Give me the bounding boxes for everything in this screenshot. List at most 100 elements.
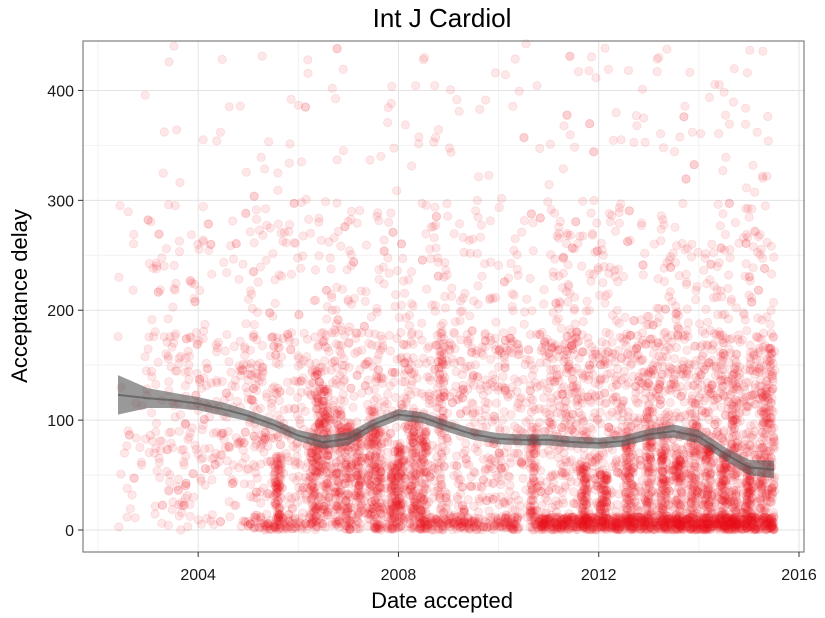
- scatter-point: [467, 326, 477, 336]
- scatter-point: [694, 392, 705, 402]
- scatter-point: [391, 392, 401, 403]
- scatter-point: [125, 504, 135, 514]
- scatter-point: [376, 442, 387, 452]
- scatter-point: [751, 354, 761, 364]
- scatter-point: [755, 346, 765, 356]
- scatter-point: [740, 315, 750, 325]
- scatter-point: [383, 433, 393, 443]
- scatter-point: [408, 448, 418, 459]
- scatter-point: [612, 305, 622, 315]
- scatter-point: [398, 499, 408, 509]
- scatter-point: [691, 372, 701, 383]
- scatter-point: [554, 303, 564, 313]
- scatter-point: [270, 388, 280, 398]
- scatter-point: [461, 454, 471, 464]
- scatter-point: [462, 336, 473, 346]
- scatter-point: [768, 297, 779, 307]
- scatter-point: [296, 157, 307, 167]
- scatter-point: [561, 457, 571, 467]
- scatter-point: [293, 351, 303, 361]
- scatter-point: [704, 502, 715, 513]
- scatter-point: [452, 461, 462, 471]
- scatter-point: [528, 422, 538, 432]
- scatter-point: [252, 335, 262, 345]
- scatter-point: [715, 221, 725, 231]
- scatter-point: [228, 254, 239, 264]
- scatter-point: [437, 449, 447, 460]
- scatter-point: [516, 227, 527, 237]
- scatter-point: [320, 365, 330, 375]
- scatter-point: [555, 344, 565, 354]
- scatter-point: [648, 320, 658, 330]
- scatter-point: [750, 369, 760, 380]
- scatter-point: [356, 286, 366, 296]
- scatter-point: [618, 408, 628, 418]
- scatter-point: [762, 312, 772, 322]
- scatter-point: [562, 230, 572, 241]
- scatter-point: [230, 382, 240, 392]
- scatter-point: [378, 504, 388, 514]
- scatter-point: [292, 443, 302, 453]
- scatter-point: [585, 480, 595, 490]
- scatter-point: [362, 357, 373, 367]
- scatter-point: [122, 483, 132, 493]
- scatter-point: [545, 352, 555, 362]
- scatter-point: [396, 352, 406, 362]
- scatter-point: [623, 469, 633, 479]
- scatter-point: [714, 129, 724, 139]
- scatter-point: [728, 97, 739, 107]
- scatter-point: [750, 399, 760, 409]
- scatter-point: [351, 460, 361, 470]
- scatter-point: [547, 393, 557, 403]
- scatter-point: [468, 380, 479, 390]
- scatter-point: [618, 271, 629, 282]
- scatter-point: [655, 395, 666, 405]
- scatter-point: [635, 486, 645, 496]
- scatter-point: [515, 457, 525, 467]
- scatter-point: [163, 314, 173, 324]
- scatter-point: [310, 371, 320, 381]
- scatter-point: [237, 365, 248, 375]
- scatter-point: [634, 448, 644, 458]
- scatter-point: [571, 420, 581, 430]
- scatter-point: [548, 471, 558, 481]
- scatter-point: [600, 43, 610, 53]
- scatter-point: [587, 230, 598, 240]
- scatter-point: [397, 377, 407, 387]
- scatter-point: [552, 408, 562, 418]
- scatter-point: [678, 198, 688, 209]
- scatter-point: [119, 448, 130, 458]
- scatter-point: [718, 338, 728, 348]
- scatter-point: [226, 367, 236, 377]
- scatter-point: [499, 277, 510, 287]
- scatter-point: [436, 332, 447, 342]
- scatter-point: [656, 499, 667, 509]
- scatter-point: [268, 249, 278, 259]
- scatter-point: [491, 317, 501, 327]
- scatter-point: [454, 106, 464, 116]
- scatter-point: [290, 460, 300, 470]
- scatter-point: [480, 466, 490, 476]
- scatter-point: [453, 501, 463, 511]
- scatter-point: [361, 240, 371, 250]
- scatter-point: [323, 450, 333, 460]
- scatter-point: [420, 474, 430, 484]
- scatter-point: [639, 414, 650, 424]
- scatter-point: [143, 215, 153, 225]
- scatter-point: [146, 366, 157, 377]
- scatter-point: [719, 338, 729, 348]
- scatter-point: [467, 343, 477, 353]
- scatter-point: [602, 497, 612, 507]
- scatter-point: [744, 440, 755, 450]
- scatter-point: [641, 480, 651, 490]
- scatter-point: [681, 368, 692, 378]
- scatter-point: [594, 498, 604, 508]
- scatter-point: [719, 87, 729, 97]
- scatter-point: [506, 453, 516, 463]
- scatter-point: [481, 422, 491, 432]
- scatter-point: [140, 352, 150, 362]
- scatter-point: [698, 348, 709, 359]
- scatter-point: [449, 460, 459, 470]
- scatter-point: [701, 450, 712, 461]
- scatter-point: [653, 488, 663, 498]
